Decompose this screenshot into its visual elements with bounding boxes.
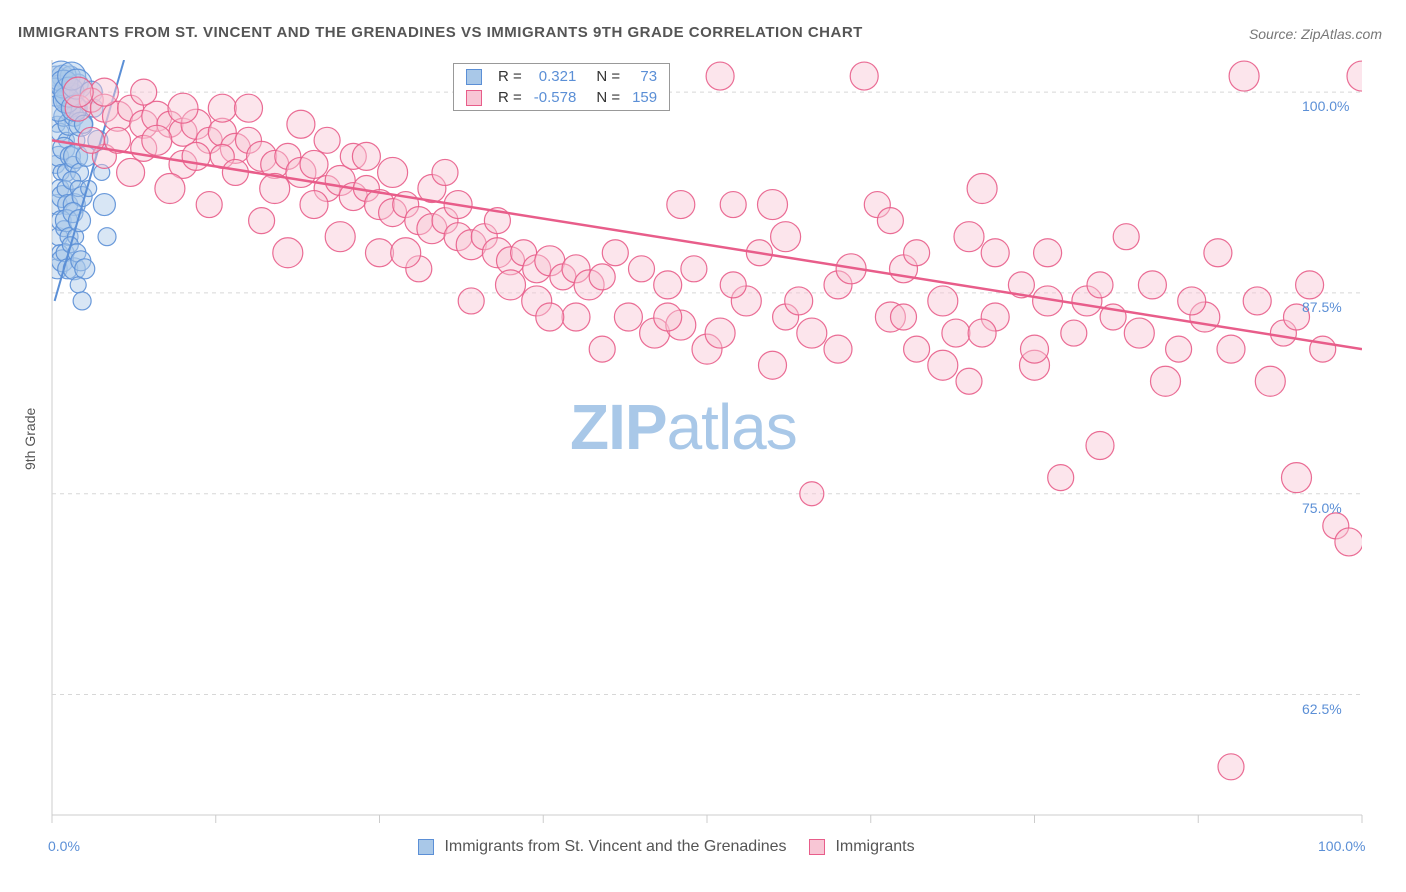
legend-row-a: R = 0.321 N = 73 bbox=[460, 66, 663, 87]
x-min-label: 0.0% bbox=[48, 838, 80, 854]
n-label: N = bbox=[582, 87, 626, 108]
bottom-swatch-b bbox=[809, 839, 825, 855]
bottom-swatch-a bbox=[418, 839, 434, 855]
series-a-name: Immigrants from St. Vincent and the Gren… bbox=[444, 838, 786, 855]
r-value-a: 0.321 bbox=[528, 66, 583, 87]
y-tick-label: 100.0% bbox=[1302, 98, 1349, 114]
r-label: R = bbox=[492, 87, 528, 108]
x-max-label: 100.0% bbox=[1318, 838, 1365, 854]
legend-swatch-b bbox=[466, 90, 482, 106]
y-tick-label: 62.5% bbox=[1302, 701, 1342, 717]
correlation-legend: R = 0.321 N = 73 R = -0.578 N = 159 bbox=[453, 63, 670, 111]
n-label: N = bbox=[582, 66, 626, 87]
legend-swatch-a bbox=[466, 69, 482, 85]
n-value-a: 73 bbox=[626, 66, 663, 87]
y-tick-label: 75.0% bbox=[1302, 500, 1342, 516]
series-b-name: Immigrants bbox=[835, 838, 914, 855]
scatter-chart bbox=[0, 0, 1406, 892]
y-tick-label: 87.5% bbox=[1302, 299, 1342, 315]
n-value-b: 159 bbox=[626, 87, 663, 108]
r-label: R = bbox=[492, 66, 528, 87]
bottom-legend: Immigrants from St. Vincent and the Gren… bbox=[400, 838, 915, 856]
legend-row-b: R = -0.578 N = 159 bbox=[460, 87, 663, 108]
r-value-b: -0.578 bbox=[528, 87, 583, 108]
